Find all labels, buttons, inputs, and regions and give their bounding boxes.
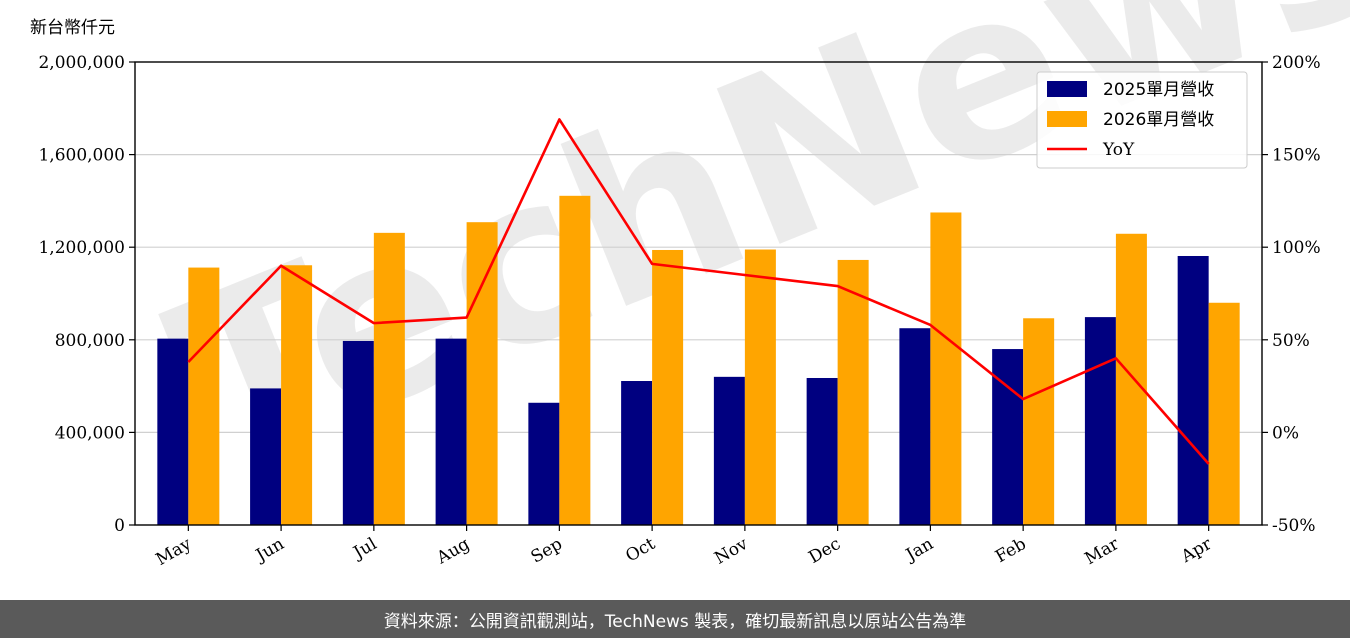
- source-footer: 資料來源：公開資訊觀測站，TechNews 製表，確切最新訊息以原站公告為準: [0, 600, 1350, 638]
- bar-2026-feb: [1023, 318, 1055, 525]
- right-tick-label: 150%: [1272, 146, 1321, 166]
- x-tick-label-dec: Dec: [805, 534, 844, 568]
- bar-2025-apr: [1177, 255, 1209, 525]
- right-tick-label: -50%: [1272, 516, 1316, 536]
- x-tick-label-may: May: [153, 534, 196, 570]
- x-tick-label-jul: Jul: [349, 534, 381, 564]
- left-tick-label: 0: [114, 516, 125, 536]
- bar-2025-sep: [528, 402, 560, 525]
- x-tick-label-aug: Aug: [433, 534, 474, 569]
- bars: [157, 195, 1240, 526]
- legend-swatch-2025: [1047, 81, 1087, 97]
- left-tick-label: 1,200,000: [38, 238, 125, 258]
- bar-2026-apr: [1208, 302, 1240, 525]
- legend-label-yoy: YoY: [1102, 140, 1135, 160]
- right-tick-label: 100%: [1272, 238, 1321, 258]
- left-tick-label: 800,000: [55, 331, 125, 351]
- bar-2026-jul: [373, 232, 405, 526]
- source-footer-text: 資料來源：公開資訊觀測站，TechNews 製表，確切最新訊息以原站公告為準: [383, 611, 967, 632]
- legend-box: [1036, 71, 1248, 169]
- x-tick-label-mar: Mar: [1082, 534, 1124, 570]
- bar-2026-mar: [1115, 233, 1147, 525]
- bar-2025-feb: [992, 349, 1024, 525]
- legend-label-2025: 2025單月營收: [1103, 80, 1214, 100]
- bar-2025-may: [157, 338, 189, 525]
- bar-2025-dec: [806, 377, 838, 525]
- x-tick-label-nov: Nov: [711, 534, 751, 569]
- y-axis-unit-label: 新台幣仟元: [30, 18, 115, 38]
- left-tick-label: 1,600,000: [38, 146, 125, 166]
- bar-2025-jul: [342, 340, 374, 525]
- bar-2025-jan: [899, 328, 931, 525]
- yoy-line-layer: [187, 118, 1210, 465]
- bar-2026-sep: [559, 195, 591, 525]
- x-tick-label-jun: Jun: [251, 534, 288, 567]
- bar-2025-oct: [621, 381, 653, 525]
- bar-2025-jun: [250, 388, 282, 525]
- bar-2026-jun: [281, 265, 313, 525]
- chart: TechNews 新台幣仟元 0400,000800,0001,200,0001…: [30, 0, 1350, 570]
- legend-label-2026: 2026單月營收: [1103, 110, 1214, 130]
- bar-2026-jan: [930, 212, 962, 525]
- right-tick-label: 50%: [1272, 331, 1310, 351]
- bar-2026-oct: [652, 249, 684, 525]
- right-tick-label: 200%: [1272, 53, 1321, 73]
- bar-2026-aug: [466, 222, 498, 525]
- left-tick-label: 2,000,000: [38, 53, 125, 73]
- plot-frame: [134, 61, 1263, 526]
- bar-2025-mar: [1084, 317, 1116, 525]
- x-tick-label-jan: Jan: [901, 534, 937, 566]
- yoy-line: [187, 118, 1210, 465]
- bar-2026-dec: [837, 259, 869, 525]
- right-tick-label: 0%: [1272, 423, 1299, 443]
- x-tick-label-oct: Oct: [622, 534, 658, 567]
- legend: 2025單月營收 2026單月營收 YoY: [1036, 71, 1248, 169]
- grid: [135, 154, 1262, 433]
- legend-swatch-2026: [1047, 111, 1087, 127]
- x-tick-label-apr: Apr: [1177, 534, 1216, 568]
- bar-2026-may: [188, 267, 220, 525]
- left-tick-label: 400,000: [55, 423, 125, 443]
- bar-2025-nov: [713, 376, 745, 525]
- x-tick-label-feb: Feb: [992, 534, 1030, 567]
- bar-2026-nov: [744, 249, 776, 525]
- x-tick-label-sep: Sep: [528, 534, 566, 568]
- bar-2025-aug: [435, 338, 467, 525]
